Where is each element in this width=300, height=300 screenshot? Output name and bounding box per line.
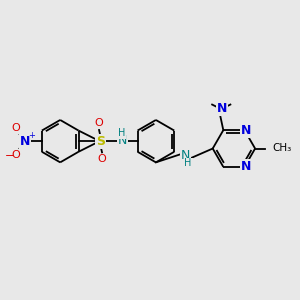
- Text: H: H: [184, 158, 192, 168]
- Text: O: O: [95, 118, 103, 128]
- Text: O: O: [98, 154, 106, 164]
- Text: CH₃: CH₃: [273, 142, 292, 153]
- Text: N: N: [241, 160, 251, 173]
- Text: H: H: [118, 128, 126, 138]
- Text: N: N: [181, 149, 190, 162]
- Text: N: N: [118, 134, 127, 147]
- Text: O: O: [11, 123, 20, 133]
- Text: S: S: [96, 135, 105, 148]
- Text: +: +: [28, 131, 35, 140]
- Text: N: N: [20, 135, 30, 148]
- Text: N: N: [241, 124, 251, 137]
- Text: O: O: [11, 150, 20, 160]
- Text: −: −: [5, 151, 14, 161]
- Text: N: N: [217, 103, 227, 116]
